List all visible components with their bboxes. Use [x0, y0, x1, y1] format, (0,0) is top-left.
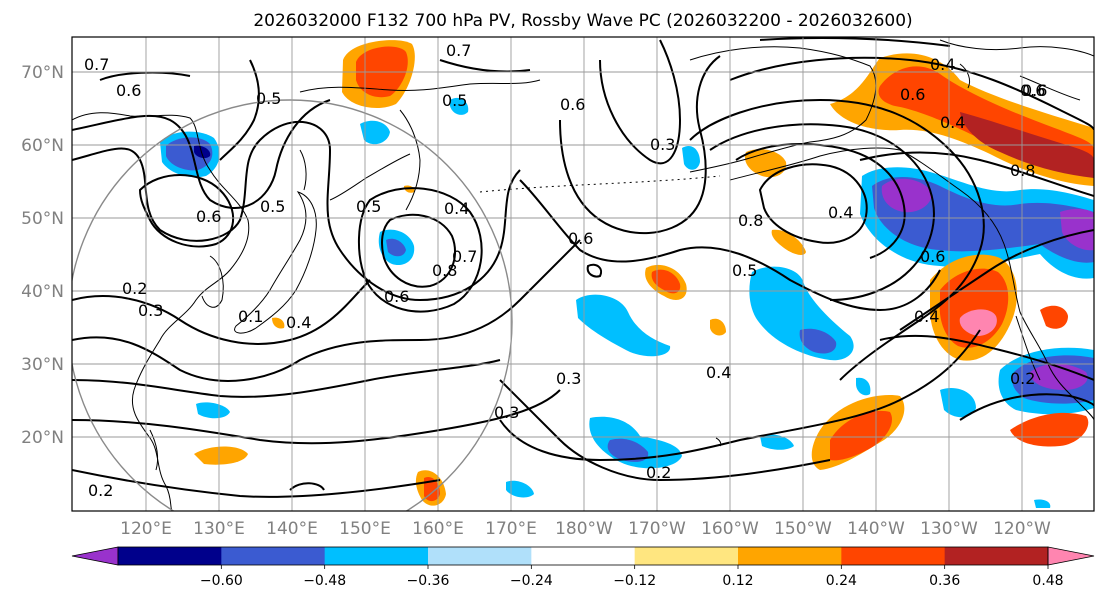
contour-label: 0.5 [442, 91, 467, 110]
colorbar-segment [634, 547, 739, 565]
contour-label: 0.6 [1022, 81, 1047, 100]
lon-label: 150°E [339, 519, 391, 539]
map-panel: 0.7 0.6 0.5 0.6 0.5 0.7 0.5 0.6 0.3 0.5 … [72, 37, 1094, 511]
colorbar-tick-label: −0.36 [407, 573, 450, 589]
latitude-labels: 70°N 60°N 50°N 40°N 30°N 20°N [21, 63, 64, 448]
colorbar-extend-high [1047, 546, 1095, 566]
colorbar-segment [738, 547, 842, 565]
lon-label: 140°W [847, 519, 905, 539]
lon-label: 160°W [701, 519, 759, 539]
contour-label: 0.5 [260, 197, 285, 216]
range-circle [72, 99, 513, 511]
colorbar-segment [944, 547, 1049, 565]
contour-label: 0.2 [122, 279, 147, 298]
colorbar-tick-label: −0.60 [200, 573, 243, 589]
lat-label: 20°N [21, 428, 64, 448]
contour-label: 0.4 [706, 363, 731, 382]
contour-labels: 0.7 0.6 0.5 0.6 0.5 0.7 0.5 0.6 0.3 0.5 … [84, 41, 1047, 500]
lon-label: 140°E [266, 519, 318, 539]
lat-label: 30°N [21, 355, 64, 375]
contour-label: 0.8 [432, 261, 457, 280]
contour-label: 0.6 [568, 229, 593, 248]
contour-label: 0.4 [286, 313, 311, 332]
contour-label: 0.6 [196, 207, 221, 226]
contour-label: 0.6 [920, 247, 945, 266]
contour-label: 0.4 [444, 199, 469, 218]
contour-label: 0.7 [452, 247, 477, 266]
colorbar-tick-label: 0.36 [929, 573, 960, 589]
contour-label: 0.2 [1010, 369, 1035, 388]
contour-label: 0.5 [356, 197, 381, 216]
contour-label: 0.4 [914, 307, 939, 326]
lon-label: 180°W [555, 519, 613, 539]
contour-label: 0.3 [494, 403, 519, 422]
lon-label: 170°W [628, 519, 686, 539]
colorbar-segment [841, 547, 946, 565]
colorbar-tick-label: 0.24 [826, 573, 857, 589]
contour-label: 0.1 [238, 307, 263, 326]
contour-label: 0.5 [256, 89, 281, 108]
colorbar-segment [118, 547, 222, 565]
contour-label: 0.7 [84, 55, 109, 74]
lon-label: 130°W [920, 519, 978, 539]
lat-label: 40°N [21, 282, 64, 302]
lon-label: 160°E [412, 519, 464, 539]
contour-label: 0.4 [940, 113, 965, 132]
figure-title: 2026032000 F132 700 hPa PV, Rossby Wave … [253, 11, 912, 31]
contour-label: 0.3 [650, 135, 675, 154]
colorbar-segment [428, 547, 532, 565]
lon-label: 150°W [774, 519, 832, 539]
contour-label: 0.6 [1020, 81, 1045, 100]
colorbar-extend-low [71, 546, 119, 566]
longitude-labels: 120°E 130°E 140°E 150°E 160°E 170°E 180°… [120, 519, 1051, 539]
lon-label: 130°E [193, 519, 245, 539]
contour-label: 0.6 [116, 81, 141, 100]
coastlines [72, 39, 1094, 511]
colorbar-segment [531, 547, 636, 565]
lon-label: 120°W [993, 519, 1051, 539]
contour-label: 0.8 [738, 211, 763, 230]
contour-label: 0.7 [446, 41, 471, 60]
contour-label: 0.6 [900, 85, 925, 104]
colorbar-tick-label: −0.12 [613, 573, 656, 589]
lon-label: 120°E [120, 519, 172, 539]
colorbar-tick-label: 0.48 [1032, 573, 1063, 589]
contour-label: 0.5 [732, 261, 757, 280]
contour-label: 0.3 [556, 369, 581, 388]
lat-label: 50°N [21, 209, 64, 229]
contour-label: 0.4 [828, 203, 853, 222]
colorbar-segment [324, 547, 429, 565]
contour-label: 0.8 [1010, 161, 1035, 180]
lat-label: 60°N [21, 136, 64, 156]
contour-label: 0.2 [646, 463, 671, 482]
pv-contours [72, 37, 1094, 498]
graticule [72, 37, 1094, 511]
lon-label: 170°E [485, 519, 537, 539]
colorbar-tick-label: −0.24 [510, 573, 553, 589]
map-frame [71, 36, 1095, 512]
colorbar-tick-label: 0.12 [722, 573, 753, 589]
contour-label: 0.3 [138, 301, 163, 320]
contour-label: 0.6 [560, 95, 585, 114]
contour-label: 0.2 [88, 481, 113, 500]
lat-label: 70°N [21, 63, 64, 83]
colorbar-tick-label: −0.48 [303, 573, 346, 589]
colorbar-segment [221, 547, 326, 565]
colorbar: −0.60 −0.48 −0.36 −0.24 −0.12 0.12 0.24 0.36 0.4… [71, 546, 1095, 589]
contour-label: 0.4 [930, 55, 955, 74]
colorbar-outline [117, 546, 1049, 566]
contour-label: 0.6 [384, 287, 409, 306]
